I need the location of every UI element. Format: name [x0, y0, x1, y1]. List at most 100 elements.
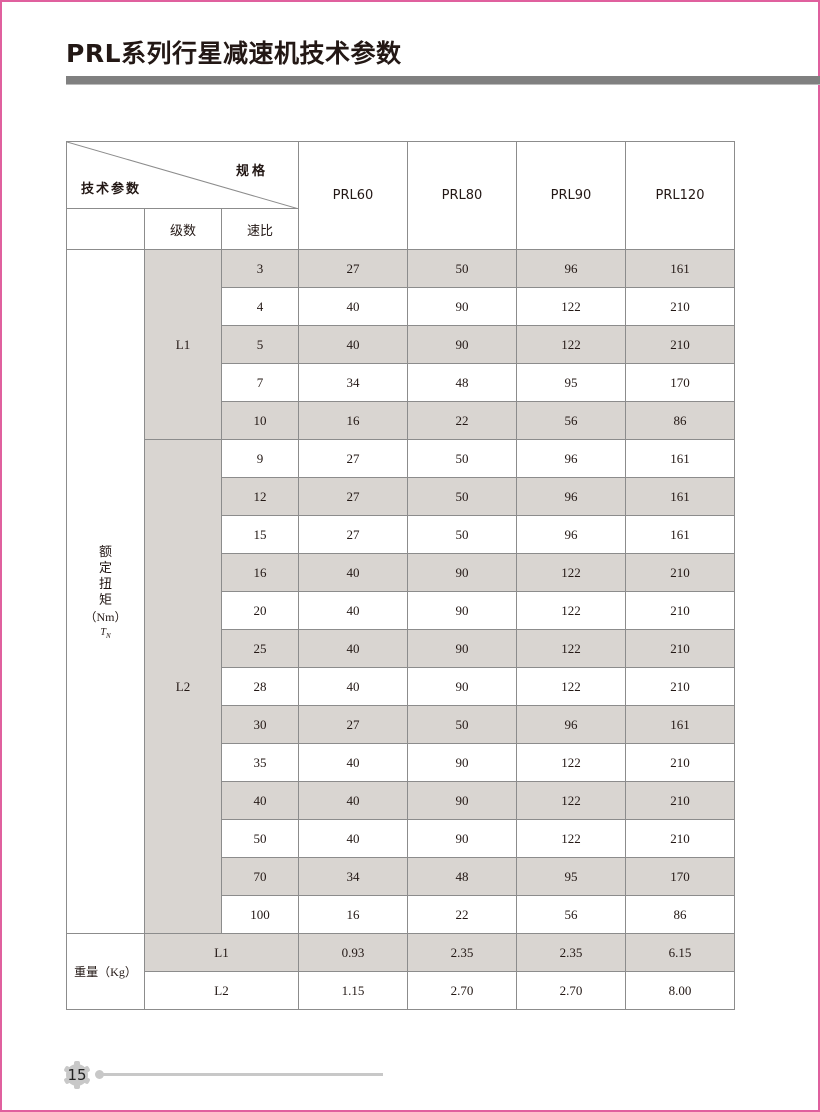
table-row: 5 40 90 122 210 — [67, 325, 736, 364]
torque-value-cell: 90 — [407, 553, 518, 592]
torque-value-cell: 34 — [298, 363, 409, 402]
weight-level-cell: L1 — [143, 933, 300, 972]
weight-value-cell: 2.70 — [516, 971, 627, 1010]
weight-value-cell: 2.35 — [516, 933, 627, 972]
torque-value-cell: 96 — [516, 705, 627, 744]
torque-value-cell: 48 — [407, 857, 518, 896]
model-header: PRL120 — [625, 141, 736, 250]
torque-value-cell: 90 — [407, 743, 518, 782]
torque-value-cell: 40 — [298, 325, 409, 364]
torque-value-cell: 90 — [407, 667, 518, 706]
model-header: PRL80 — [407, 141, 518, 250]
torque-value-cell: 122 — [516, 781, 627, 820]
table-row: 100 16 22 56 86 — [67, 895, 736, 934]
torque-symbol-sub: N — [105, 631, 111, 640]
torque-value-cell: 50 — [407, 515, 518, 554]
table-row: 28 40 90 122 210 — [67, 667, 736, 706]
torque-value-cell: 90 — [407, 781, 518, 820]
torque-value-cell: 210 — [625, 667, 736, 706]
ratio-cell: 15 — [220, 515, 300, 554]
torque-value-cell: 40 — [298, 667, 409, 706]
table-row: 20 40 90 122 210 — [67, 591, 736, 630]
weight-row: 重量（Kg） L1 0.93 2.35 2.35 6.15 — [66, 933, 736, 1010]
ratio-cell: 30 — [220, 705, 300, 744]
weight-value-cell: 2.70 — [407, 971, 518, 1010]
torque-value-cell: 161 — [625, 705, 736, 744]
torque-value-cell: 210 — [625, 629, 736, 668]
torque-value-cell: 122 — [516, 743, 627, 782]
torque-value-cell: 122 — [516, 591, 627, 630]
torque-value-cell: 50 — [407, 249, 518, 288]
empty-header-cell — [66, 208, 145, 250]
torque-value-cell: 40 — [298, 591, 409, 630]
torque-value-cell: 50 — [407, 705, 518, 744]
torque-value-cell: 27 — [298, 439, 409, 478]
weight-value-cell: 6.15 — [625, 933, 736, 972]
weight-row: L2 1.15 2.70 2.70 8.00 — [67, 971, 736, 1010]
corner-left-label: 技术参数 — [81, 182, 142, 197]
torque-value-cell: 27 — [298, 515, 409, 554]
torque-value-cell: 170 — [625, 857, 736, 896]
ratio-header: 速比 — [220, 208, 300, 250]
ratio-cell: 10 — [220, 401, 300, 440]
level-cell: L1 — [144, 249, 222, 440]
weight-value-cell: 0.93 — [298, 933, 409, 972]
ratio-cell: 3 — [220, 249, 300, 288]
torque-value-cell: 210 — [625, 591, 736, 630]
torque-value-cell: 86 — [625, 895, 736, 934]
torque-value-cell: 16 — [298, 895, 409, 934]
footer-line — [100, 1073, 383, 1076]
ratio-cell: 28 — [220, 667, 300, 706]
ratio-cell: 25 — [220, 629, 300, 668]
torque-value-cell: 90 — [407, 819, 518, 858]
torque-value-cell: 86 — [625, 401, 736, 440]
ratio-cell: 16 — [220, 553, 300, 592]
model-header: PRL60 — [298, 141, 409, 250]
table-row: L2 9 27 50 96 161 — [67, 439, 736, 934]
torque-value-cell: 122 — [516, 325, 627, 364]
weight-level-cell: L2 — [143, 971, 300, 1010]
ratio-cell: 70 — [220, 857, 300, 896]
torque-value-cell: 161 — [625, 515, 736, 554]
torque-value-cell: 210 — [625, 743, 736, 782]
torque-value-cell: 95 — [516, 857, 627, 896]
level-header: 级数 — [144, 208, 222, 250]
torque-value-cell: 122 — [516, 287, 627, 326]
ratio-cell: 12 — [220, 477, 300, 516]
level-cell: L2 — [144, 439, 222, 934]
ratio-cell: 35 — [220, 743, 300, 782]
torque-value-cell: 56 — [516, 401, 627, 440]
torque-value-cell: 210 — [625, 819, 736, 858]
ratio-cell: 7 — [220, 363, 300, 402]
torque-symbol: TN — [67, 627, 144, 640]
header-row: 技术参数 规格 PRL60 PRL80 PRL90 PRL120 — [65, 141, 736, 250]
torque-label-cell: 额定扭矩 （Nm） TN — [66, 249, 145, 934]
corner-right-label: 规格 — [236, 164, 269, 179]
torque-unit: （Nm） — [84, 609, 127, 624]
torque-value-cell: 170 — [625, 363, 736, 402]
corner-header-cell: 技术参数 规格 — [65, 141, 300, 209]
torque-value-cell: 27 — [298, 249, 409, 288]
torque-value-cell: 90 — [407, 629, 518, 668]
torque-value-cell: 27 — [298, 705, 409, 744]
weight-value-cell: 2.35 — [407, 933, 518, 972]
ratio-cell: 50 — [220, 819, 300, 858]
torque-value-cell: 16 — [298, 401, 409, 440]
title-underline-bar — [66, 76, 820, 85]
weight-value-cell: 8.00 — [625, 971, 736, 1010]
torque-value-cell: 96 — [516, 477, 627, 516]
torque-value-cell: 90 — [407, 287, 518, 326]
torque-value-cell: 22 — [407, 895, 518, 934]
footer-dot — [95, 1070, 104, 1079]
table-row: 35 40 90 122 210 — [67, 743, 736, 782]
weight-value-cell: 1.15 — [298, 971, 409, 1010]
torque-value-cell: 90 — [407, 591, 518, 630]
torque-label: 额定扭矩 — [98, 543, 112, 607]
torque-value-cell: 161 — [625, 439, 736, 478]
torque-value-cell: 34 — [298, 857, 409, 896]
ratio-cell: 9 — [220, 439, 300, 478]
model-header: PRL90 — [516, 141, 627, 250]
torque-value-cell: 122 — [516, 629, 627, 668]
page-title: PRL系列行星减速机技术参数 — [66, 39, 402, 68]
